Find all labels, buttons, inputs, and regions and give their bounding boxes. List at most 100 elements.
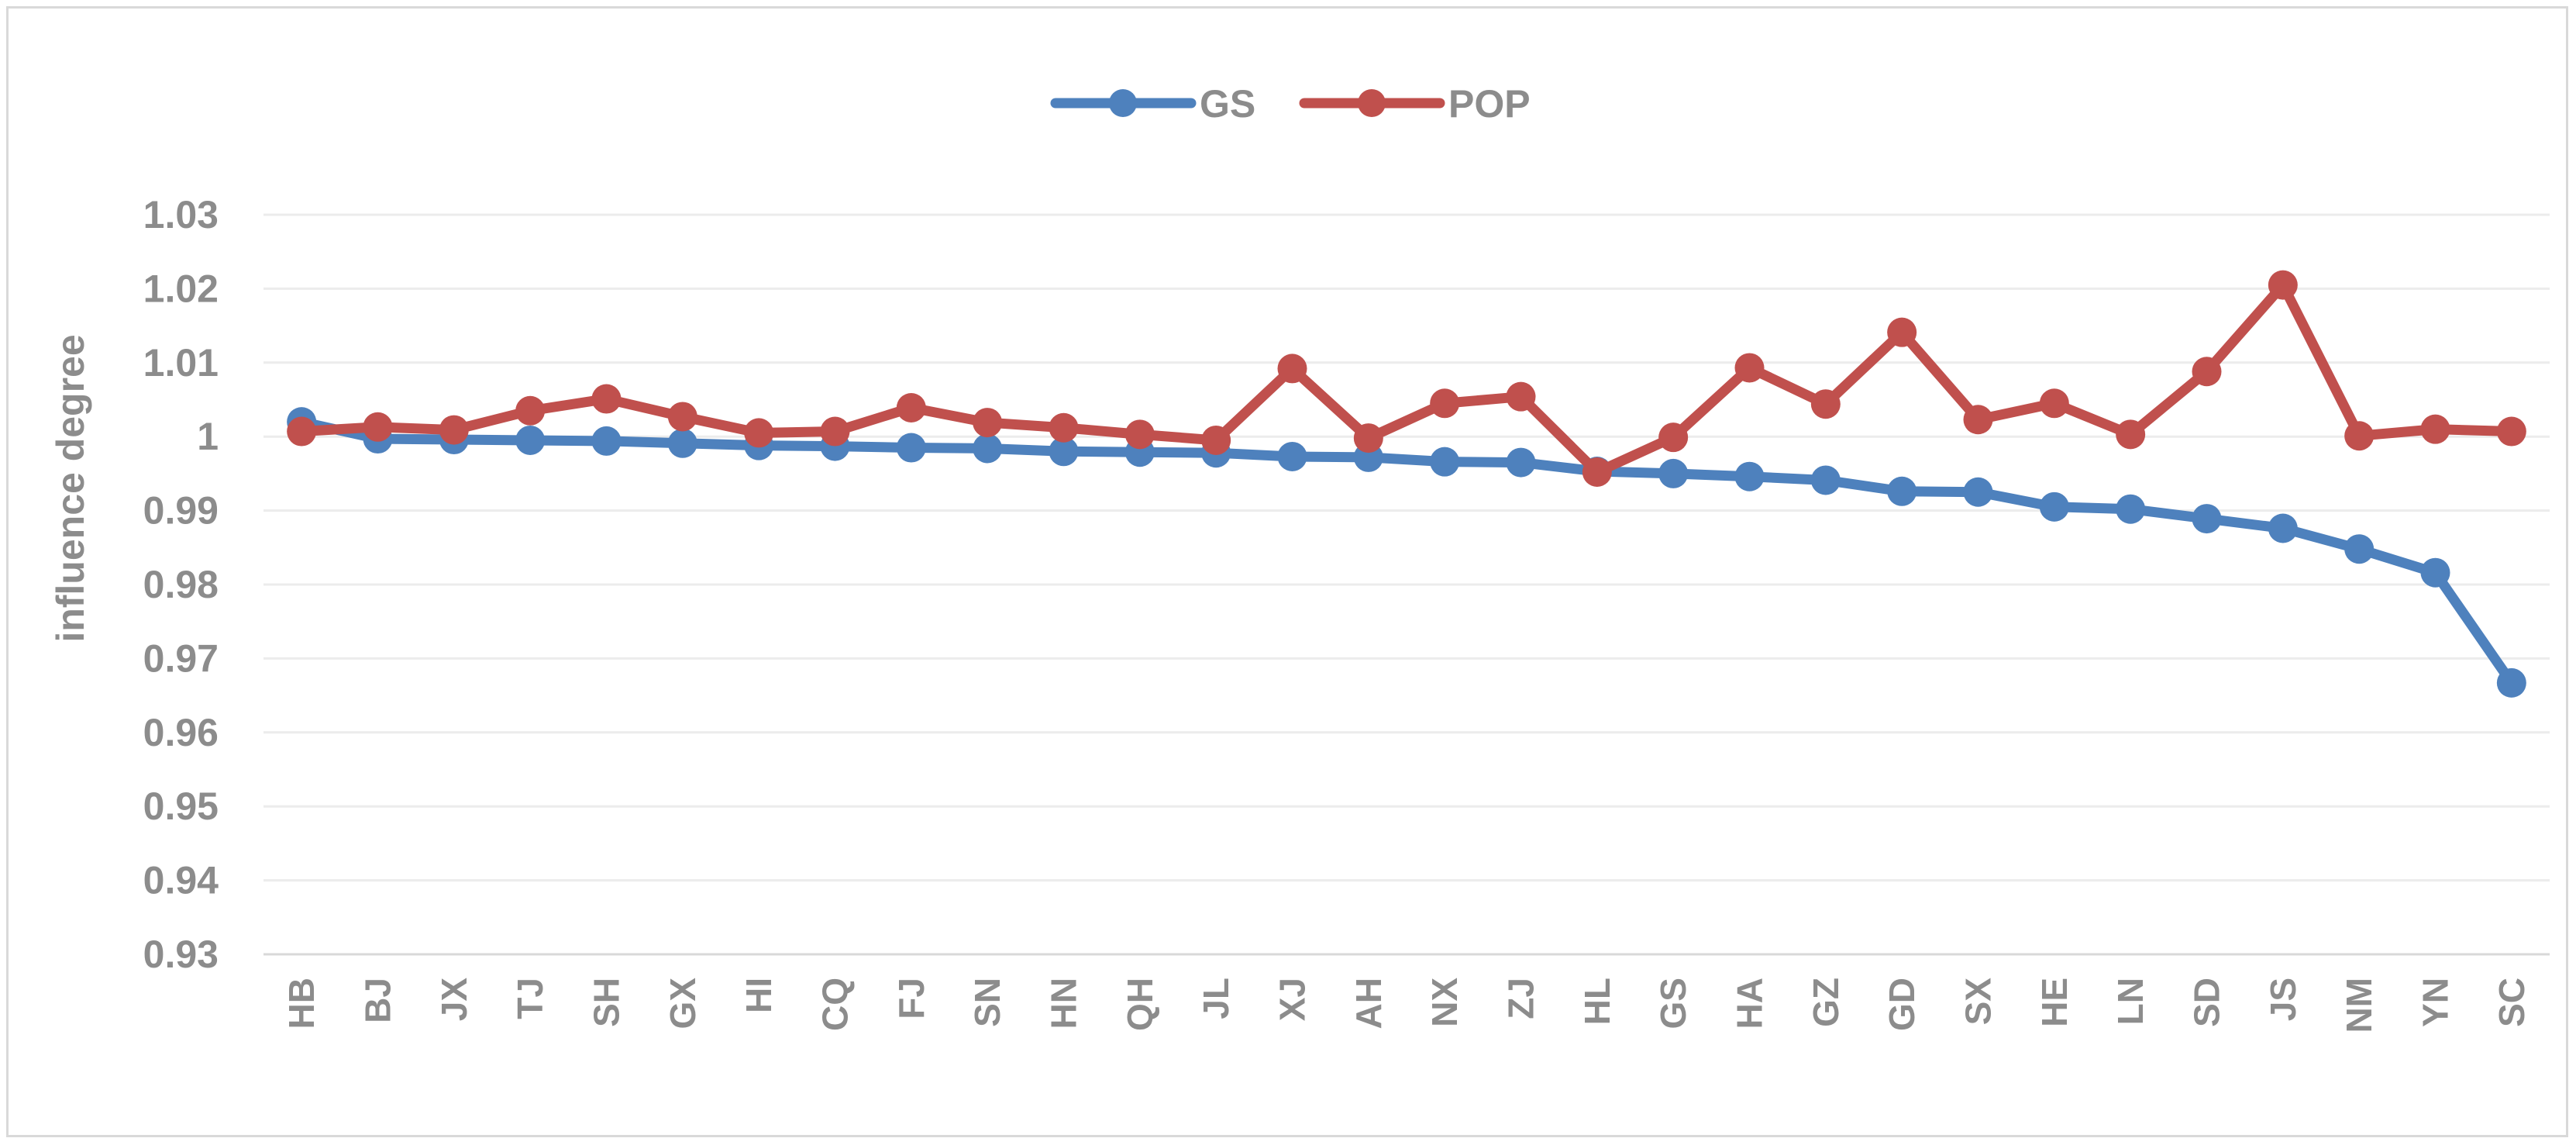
x-tick-label: CQ bbox=[815, 978, 856, 1031]
data-point-pop[interactable] bbox=[1810, 389, 1841, 419]
x-tick-label: XJ bbox=[1273, 978, 1313, 1021]
data-point-pop[interactable] bbox=[2420, 414, 2450, 444]
data-point-pop[interactable] bbox=[820, 416, 850, 447]
legend-item-pop[interactable]: POP bbox=[1299, 82, 1531, 126]
data-point-pop[interactable] bbox=[896, 392, 926, 422]
y-tick-label: 1.03 bbox=[143, 193, 219, 236]
data-point-gs[interactable] bbox=[515, 425, 546, 455]
data-point-pop[interactable] bbox=[287, 416, 317, 447]
data-point-gs[interactable] bbox=[2496, 667, 2526, 698]
x-tick-label: GZ bbox=[1806, 978, 1846, 1027]
data-point-pop[interactable] bbox=[439, 415, 469, 445]
x-tick-label: SH bbox=[587, 978, 627, 1027]
data-point-gs[interactable] bbox=[1810, 465, 1841, 495]
data-point-gs[interactable] bbox=[973, 433, 1003, 464]
x-tick-label: JL bbox=[1196, 978, 1236, 1019]
data-point-pop[interactable] bbox=[1658, 422, 1689, 453]
x-tick-label: TJ bbox=[510, 978, 550, 1019]
data-point-pop[interactable] bbox=[591, 384, 622, 414]
data-point-gs[interactable] bbox=[1658, 458, 1689, 488]
x-tick-label: QH bbox=[1120, 978, 1160, 1031]
data-point-gs[interactable] bbox=[1506, 447, 1536, 478]
data-point-gs[interactable] bbox=[2268, 513, 2298, 543]
y-axis-ticks: 0.93 0.94 0.95 0.96 0.97 0.98 0.99 1 1.01 1.02 1.0… bbox=[143, 193, 219, 976]
legend-pop-swatch-marker bbox=[1358, 89, 1386, 117]
data-point-gs[interactable] bbox=[2344, 534, 2375, 564]
x-tick-label: NX bbox=[1424, 978, 1465, 1027]
x-tick-label: FJ bbox=[891, 978, 932, 1019]
x-tick-label: GS bbox=[1653, 978, 1693, 1029]
gridlines bbox=[263, 213, 2550, 956]
data-point-gs[interactable] bbox=[1277, 441, 1307, 471]
data-point-pop[interactable] bbox=[1201, 425, 1231, 455]
data-point-gs[interactable] bbox=[1887, 476, 1917, 506]
data-point-pop[interactable] bbox=[744, 418, 774, 448]
x-tick-label: HI bbox=[739, 978, 779, 1013]
y-tick-label: 0.96 bbox=[143, 711, 219, 754]
y-tick-label: 1 bbox=[197, 415, 219, 458]
x-tick-label: SC bbox=[2492, 978, 2532, 1027]
data-point-gs[interactable] bbox=[1734, 461, 1765, 491]
data-point-pop[interactable] bbox=[1734, 353, 1765, 383]
x-tick-label: AH bbox=[1348, 978, 1389, 1029]
data-point-gs[interactable] bbox=[2420, 557, 2450, 588]
data-point-pop[interactable] bbox=[1430, 388, 1460, 419]
data-point-pop[interactable] bbox=[1049, 412, 1079, 443]
legend: GS POP bbox=[1050, 82, 1531, 126]
x-axis-ticks: HB BJ JX TJ SH GX HI CQ FJ SN HN QH JL XJ AH NX ZJ HL GS HA… bbox=[281, 978, 2532, 1033]
y-tick-label: 1.01 bbox=[143, 341, 219, 385]
data-point-pop[interactable] bbox=[515, 395, 546, 426]
data-point-gs[interactable] bbox=[896, 433, 926, 463]
data-point-pop[interactable] bbox=[1963, 405, 1993, 435]
data-point-gs[interactable] bbox=[2116, 494, 2146, 524]
data-point-gs[interactable] bbox=[2039, 491, 2069, 522]
data-point-pop[interactable] bbox=[1582, 457, 1612, 487]
chart-frame bbox=[6, 6, 2568, 1137]
y-axis-title: influence degree bbox=[49, 334, 92, 642]
data-point-pop[interactable] bbox=[363, 412, 393, 442]
y-tick-label: 0.94 bbox=[143, 859, 219, 902]
data-point-pop[interactable] bbox=[667, 402, 697, 432]
legend-pop-label: POP bbox=[1448, 82, 1531, 126]
series-gs bbox=[287, 407, 2526, 698]
x-tick-label: JS bbox=[2263, 978, 2303, 1021]
data-point-pop[interactable] bbox=[2192, 357, 2222, 387]
legend-gs-label: GS bbox=[1200, 82, 1255, 126]
data-point-pop[interactable] bbox=[2268, 270, 2298, 300]
data-point-pop[interactable] bbox=[2496, 416, 2526, 447]
x-tick-label: SX bbox=[1958, 978, 1999, 1026]
data-point-pop[interactable] bbox=[2116, 419, 2146, 450]
series-line-gs bbox=[296, 416, 2517, 688]
x-tick-label: HA bbox=[1730, 978, 1770, 1029]
data-point-pop[interactable] bbox=[973, 408, 1003, 438]
y-tick-label: 0.97 bbox=[143, 636, 219, 680]
x-tick-label: ZJ bbox=[1501, 978, 1541, 1019]
data-point-pop[interactable] bbox=[1506, 381, 1536, 412]
data-point-pop[interactable] bbox=[2344, 421, 2375, 451]
y-tick-label: 0.95 bbox=[143, 785, 219, 828]
x-tick-label: LN bbox=[2110, 978, 2151, 1025]
x-tick-label: HN bbox=[1044, 978, 1084, 1029]
data-point-pop[interactable] bbox=[1887, 317, 1917, 347]
data-point-pop[interactable] bbox=[1353, 423, 1383, 454]
x-tick-label: YN bbox=[2416, 978, 2456, 1027]
data-point-gs[interactable] bbox=[591, 426, 622, 456]
data-point-pop[interactable] bbox=[1277, 354, 1307, 384]
data-point-pop[interactable] bbox=[2039, 388, 2069, 419]
series-pop bbox=[287, 270, 2526, 487]
x-tick-label: SN bbox=[967, 978, 1007, 1027]
x-tick-label: NM bbox=[2339, 978, 2379, 1033]
x-tick-label: HE bbox=[2034, 978, 2075, 1027]
y-tick-label: 0.98 bbox=[143, 563, 219, 606]
x-tick-label: HB bbox=[281, 978, 322, 1029]
data-point-gs[interactable] bbox=[667, 428, 697, 458]
data-point-gs[interactable] bbox=[2192, 504, 2222, 534]
data-point-pop[interactable] bbox=[1124, 419, 1155, 450]
series-layer bbox=[287, 270, 2526, 698]
data-point-gs[interactable] bbox=[1049, 436, 1079, 467]
data-point-gs[interactable] bbox=[1963, 477, 1993, 507]
x-tick-label: GD bbox=[1882, 978, 1922, 1031]
data-point-gs[interactable] bbox=[1430, 447, 1460, 477]
legend-item-gs[interactable]: GS bbox=[1050, 82, 1255, 126]
